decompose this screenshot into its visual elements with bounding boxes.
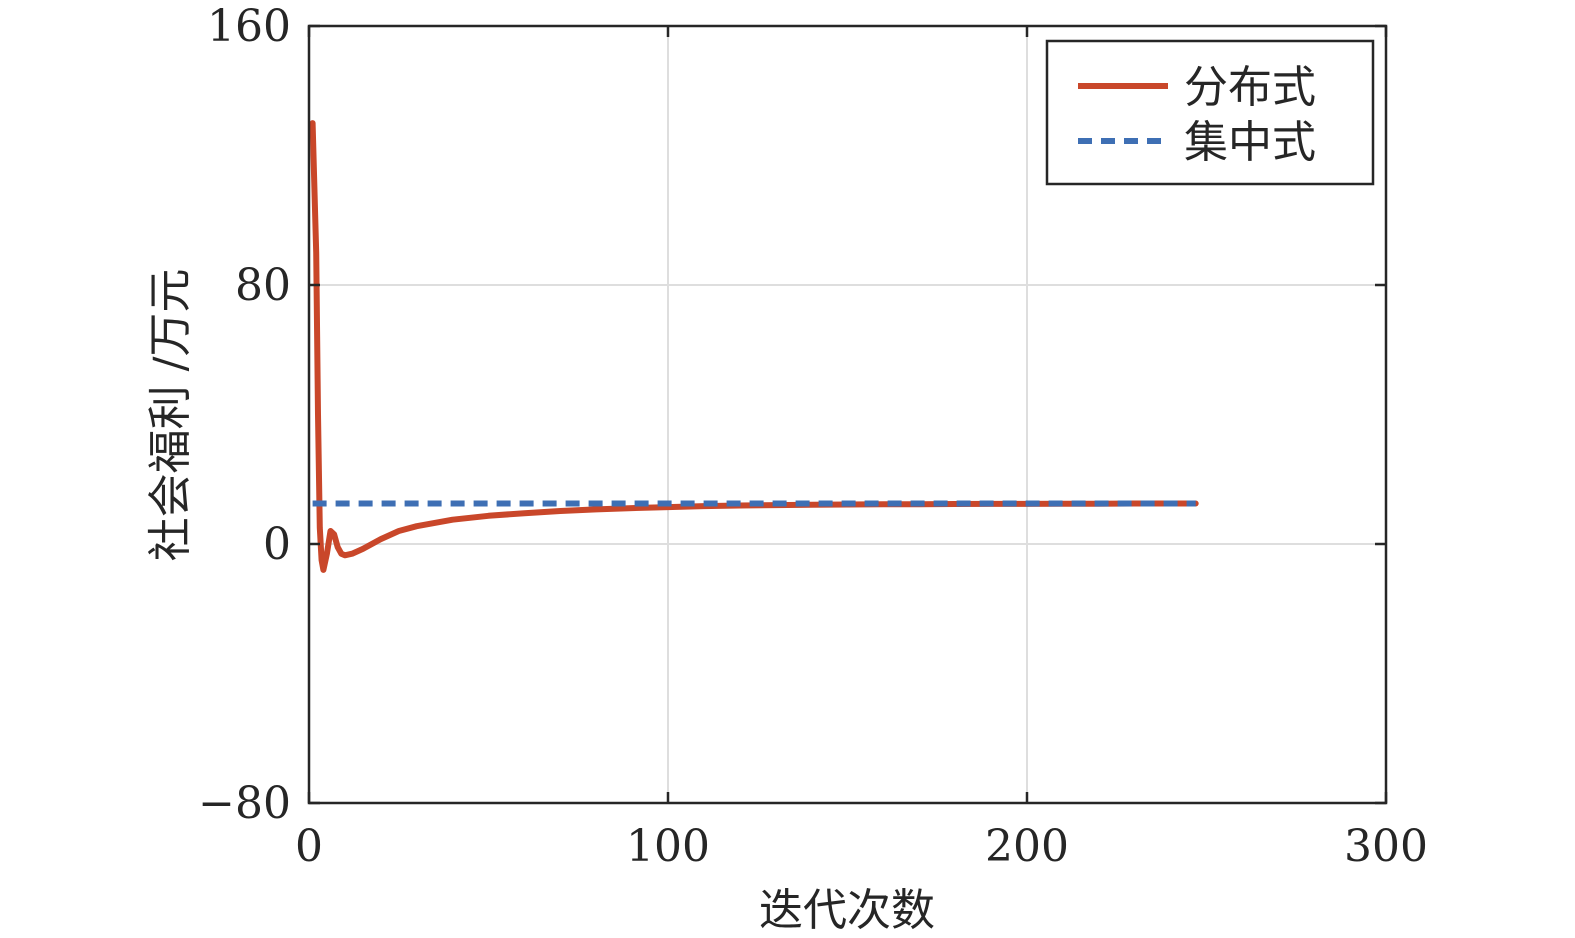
y-tick-label: 80 xyxy=(235,260,291,311)
y-tick-label: 0 xyxy=(263,519,291,570)
plot-frame xyxy=(307,24,1388,805)
series-line-distributed xyxy=(309,120,1199,573)
legend-label-distributed: 分布式 xyxy=(1184,62,1316,113)
legend: 分布式 集中式 xyxy=(1045,39,1375,186)
grid xyxy=(309,26,1386,803)
y-tick-label: −80 xyxy=(198,778,291,829)
x-tick-label: 0 xyxy=(295,821,323,872)
series-layer xyxy=(309,120,1199,573)
legend-label-centralized: 集中式 xyxy=(1184,117,1316,168)
y-axis-label: 社会福利 /万元 xyxy=(145,269,196,562)
x-axis-label: 迭代次数 xyxy=(759,885,935,936)
x-tick-label: 100 xyxy=(626,821,710,872)
legend-box xyxy=(1045,39,1375,186)
ticks xyxy=(307,24,1388,805)
x-tick-label: 200 xyxy=(985,821,1069,872)
x-tick-label: 300 xyxy=(1344,821,1428,872)
y-tick-label: 160 xyxy=(207,1,291,52)
